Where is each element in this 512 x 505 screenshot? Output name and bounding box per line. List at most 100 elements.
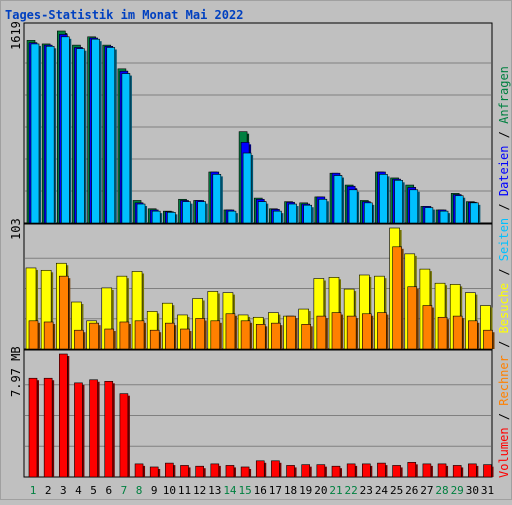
bar-shadow <box>447 319 450 349</box>
bar-shadow <box>98 325 101 349</box>
bar-shadow <box>476 465 479 477</box>
bar-seiten-day-11 <box>182 201 191 224</box>
bar-shadow <box>234 315 237 349</box>
x-tick-label-day-14: 14 <box>223 484 237 497</box>
bar-volumen-day-18 <box>286 465 295 478</box>
bar-shadow <box>296 206 299 223</box>
x-tick-label-day-7: 7 <box>121 484 128 497</box>
bar-shadow <box>431 307 434 349</box>
bar-shadow <box>477 322 480 349</box>
legend-segment: Anfragen <box>497 66 511 124</box>
bar-seiten-day-29 <box>454 195 464 224</box>
bar-seiten-day-24 <box>379 174 388 224</box>
legend-segment: / <box>497 196 511 218</box>
bar-shadow <box>219 322 222 349</box>
bar-volumen-day-19 <box>301 464 311 478</box>
bar-seiten-day-21 <box>333 175 343 224</box>
bar-rechner-day-14 <box>225 313 236 350</box>
bar-seiten-day-23 <box>363 202 373 224</box>
bar-volumen-day-26 <box>407 462 417 478</box>
bar-shadow <box>204 320 207 349</box>
bar-volumen-day-3 <box>58 353 68 478</box>
bar-seiten-day-27 <box>424 207 434 224</box>
bar-shadow <box>311 207 314 223</box>
bar-shadow <box>430 465 433 477</box>
bars-layer <box>25 30 495 478</box>
bar-rechner-day-23 <box>361 313 372 350</box>
bar-seiten-day-25 <box>394 180 403 224</box>
bar-volumen-day-24 <box>377 462 386 478</box>
bar-shadow <box>53 323 56 349</box>
bar-shadow <box>357 191 360 223</box>
bar-shadow <box>387 176 390 223</box>
bar-shadow <box>190 203 193 223</box>
bar-shadow <box>432 209 435 223</box>
bar-seiten-day-5 <box>91 38 100 224</box>
x-tick-label-day-2: 2 <box>45 484 52 497</box>
x-tick-label-day-12: 12 <box>193 484 206 497</box>
bar-shadow <box>416 288 419 349</box>
bar-seiten-day-2 <box>45 45 55 224</box>
bar-shadow <box>309 466 312 477</box>
bar-shadow <box>203 468 206 477</box>
bar-seiten-day-22 <box>348 189 358 224</box>
bar-rechner-day-30 <box>468 320 478 350</box>
bar-shadow <box>326 201 329 223</box>
bar-volumen-day-15 <box>240 466 250 478</box>
bar-seiten-day-1 <box>30 43 40 224</box>
x-tick-label-day-8: 8 <box>136 484 143 497</box>
bar-shadow <box>144 322 147 349</box>
bar-seiten-day-19 <box>303 204 313 224</box>
bar-volumen-day-17 <box>271 460 280 478</box>
bar-shadow <box>250 322 253 349</box>
legend-segment: Volumen <box>497 427 511 478</box>
bar-shadow <box>143 465 146 477</box>
bar-shadow <box>235 213 238 223</box>
bar-shadow <box>52 380 55 477</box>
bar-seiten-day-6 <box>106 47 116 224</box>
bar-shadow <box>372 204 375 223</box>
legend-segment: Rechner <box>497 355 511 406</box>
bar-shadow <box>370 465 373 477</box>
bar-shadow <box>82 384 85 477</box>
bar-shadow <box>220 176 223 223</box>
bar-volumen-day-23 <box>361 463 371 478</box>
bar-shadow <box>83 332 86 349</box>
bar-shadow <box>356 318 359 349</box>
bar-volumen-day-9 <box>149 466 159 478</box>
bar-seiten-day-16 <box>257 201 267 224</box>
legend-segment: Seiten <box>497 218 511 261</box>
x-tick-label-day-10: 10 <box>163 484 176 497</box>
bar-volumen-day-14 <box>225 465 235 478</box>
x-tick-label-day-27: 27 <box>420 484 433 497</box>
bar-shadow <box>249 468 252 477</box>
bar-shadow <box>462 318 465 349</box>
bar-shadow <box>325 318 328 349</box>
bar-rechner-day-7 <box>119 321 130 350</box>
bar-rechner-day-8 <box>134 320 145 350</box>
bar-shadow <box>401 248 404 349</box>
bar-shadow <box>37 380 39 477</box>
bar-seiten-day-4 <box>76 48 85 224</box>
x-tick-label-day-18: 18 <box>284 484 297 497</box>
bar-seiten-day-30 <box>470 202 479 224</box>
legend-segment: / <box>497 261 511 283</box>
top-max-label: 1619 <box>9 21 23 50</box>
bar-rechner-day-18 <box>286 315 296 350</box>
bar-shadow <box>265 326 268 349</box>
bar-seiten-day-9 <box>151 210 161 224</box>
bar-shadow <box>142 273 145 349</box>
bar-shadow <box>369 276 372 349</box>
x-tick-label-day-16: 16 <box>254 484 267 497</box>
bar-rechner-day-17 <box>271 322 281 350</box>
x-tick-label-day-25: 25 <box>390 484 403 497</box>
bar-shadow <box>400 467 403 477</box>
x-tick-label-day-29: 29 <box>451 484 464 497</box>
bar-shadow <box>129 75 132 223</box>
bar-rechner-day-5 <box>89 322 99 350</box>
bar-volumen-day-21 <box>331 465 341 478</box>
bar-volumen-day-12 <box>195 465 204 478</box>
bar-rechner-day-26 <box>407 286 418 350</box>
x-tick-label-day-21: 21 <box>329 484 342 497</box>
bar-shadow <box>340 468 342 477</box>
